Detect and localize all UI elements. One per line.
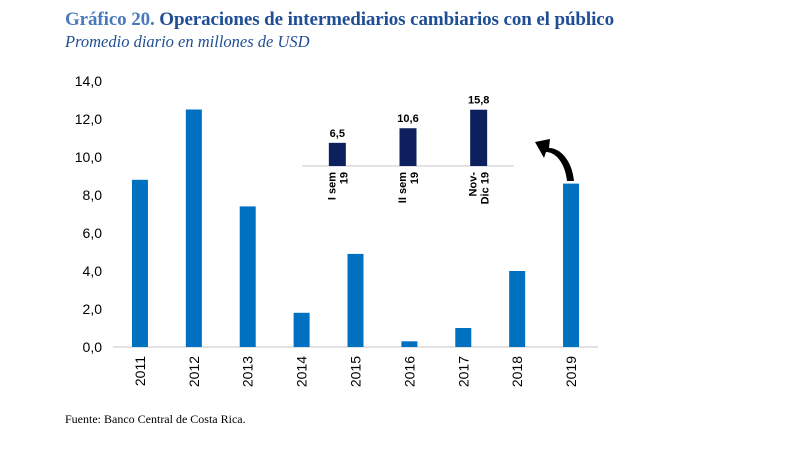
chart-subtitle: Promedio diario en millones de USD [65,32,310,51]
inset-bar [399,128,417,166]
chart-title-text: Operaciones de intermediarios cambiarios… [154,9,614,30]
inset-bar [470,109,488,166]
y-tick-label: 4,0 [83,263,103,279]
bar-2018 [509,271,526,347]
inset-category-label: 19 [338,172,350,184]
y-tick-label: 2,0 [83,301,103,317]
inset-data-label: 15,8 [468,95,489,107]
inset-category-label: II sem [397,172,409,203]
inset-data-label: 10,6 [397,113,418,125]
chart-title: Gráfico 20. Operaciones de intermediario… [65,9,614,31]
y-tick-label: 0,0 [83,339,103,355]
y-tick-label: 12,0 [75,111,102,127]
main-bars [131,109,580,347]
bar-2019 [563,183,580,347]
x-tick-label: 2011 [132,356,148,386]
bar-2011 [131,179,148,347]
x-tick-label: 2019 [563,356,579,387]
inset-category-label: I sem [326,172,338,200]
inset-category-label: Dic 19 [480,172,492,204]
inset-category-label: Nov- [468,172,480,197]
curved-arrow-icon [535,139,574,181]
x-axis: 2011 2012 2013 2014 2015 2016 2017 2018 2019 [132,356,579,387]
source-note: Fuente: Banco Central de Costa Rica. [65,412,246,426]
chart-number: Gráfico 20. [65,9,155,30]
y-axis: 0,0 2,0 4,0 6,0 8,0 10,0 12,0 14,0 [75,73,102,355]
x-tick-label: 2016 [401,356,417,387]
x-tick-label: 2014 [294,356,310,387]
y-tick-label: 6,0 [83,225,103,241]
x-tick-label: 2017 [455,356,471,387]
bar-2013 [239,206,256,347]
inset-bar [328,142,346,166]
x-tick-label: 2015 [348,356,364,387]
y-tick-label: 10,0 [75,149,102,165]
bar-2012 [185,109,202,347]
bar-2014 [293,312,310,347]
bar-2017 [455,328,472,347]
bar-2016 [401,341,418,347]
y-tick-label: 14,0 [75,73,102,89]
x-tick-label: 2013 [240,356,256,387]
x-tick-label: 2018 [509,356,525,387]
bar-2015 [347,253,364,347]
x-tick-label: 2012 [186,356,202,387]
y-tick-label: 8,0 [83,187,103,203]
inset-category-label: 19 [409,172,421,184]
inset-data-label: 6,5 [330,128,345,140]
